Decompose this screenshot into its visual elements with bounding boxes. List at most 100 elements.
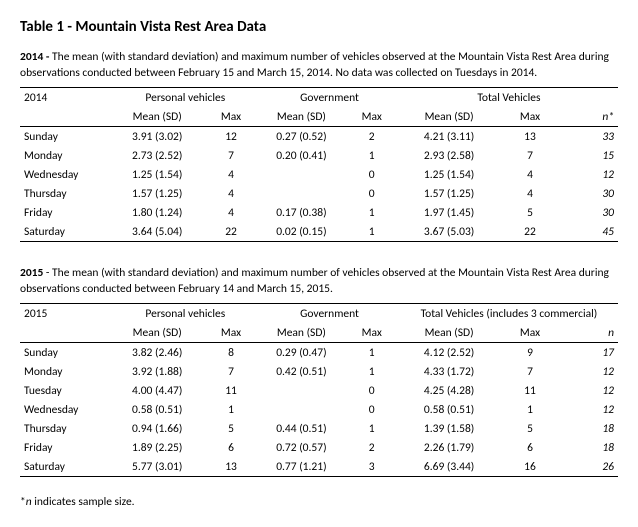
cell-tx: 9 [498, 343, 561, 363]
cell-pm: 4.00 (4.47) [111, 381, 202, 400]
cell-px: 4 [203, 184, 259, 203]
caption-2014: 2014 - The mean (with standard deviation… [20, 50, 618, 81]
cell-gx: 2 [344, 127, 400, 147]
h-mean: Mean (SD) [111, 323, 202, 343]
cell-px: 8 [203, 343, 259, 363]
cell-gx: 0 [344, 400, 400, 419]
cell-day: Sunday [20, 343, 111, 363]
cell-gm: 0.29 (0.47) [259, 343, 343, 363]
cell-n: 18 [562, 419, 618, 438]
cell-px: 4 [203, 165, 259, 184]
cell-n: 15 [562, 146, 618, 165]
table-row: Sunday3.82 (2.46)80.29 (0.47)14.12 (2.52… [20, 343, 618, 363]
h-mean: Mean (SD) [400, 107, 499, 127]
table-row: Monday2.73 (2.52)70.20 (0.41)12.93 (2.58… [20, 146, 618, 165]
group-total-2015: Total Vehicles (includes 3 commercial) [400, 304, 618, 324]
cell-px: 7 [203, 362, 259, 381]
cell-gx: 0 [344, 184, 400, 203]
cell-gx: 1 [344, 146, 400, 165]
cell-day: Tuesday [20, 381, 111, 400]
h-max: Max [344, 107, 400, 127]
cell-px: 6 [203, 438, 259, 457]
cell-gx: 1 [344, 343, 400, 363]
cell-day: Saturday [20, 457, 111, 477]
cell-n: 12 [562, 381, 618, 400]
cell-tx: 5 [498, 203, 561, 222]
cell-pm: 3.92 (1.88) [111, 362, 202, 381]
cell-gm: 0.27 (0.52) [259, 127, 343, 147]
cell-px: 5 [203, 419, 259, 438]
cell-px: 4 [203, 203, 259, 222]
cell-tx: 4 [498, 165, 561, 184]
h-max: Max [203, 107, 259, 127]
cell-gx: 3 [344, 457, 400, 477]
cell-gm: 0.72 (0.57) [259, 438, 343, 457]
cell-gm: 0.44 (0.51) [259, 419, 343, 438]
cell-pm: 3.82 (2.46) [111, 343, 202, 363]
cell-pm: 5.77 (3.01) [111, 457, 202, 477]
cell-px: 13 [203, 457, 259, 477]
cell-tm: 1.57 (1.25) [400, 184, 499, 203]
cell-day: Thursday [20, 419, 111, 438]
cell-day: Sunday [20, 127, 111, 147]
cell-pm: 1.57 (1.25) [111, 184, 202, 203]
table-row: Sunday3.91 (3.02)120.27 (0.52)24.21 (3.1… [20, 127, 618, 147]
cell-tx: 7 [498, 146, 561, 165]
h-max: Max [498, 107, 561, 127]
cell-pm: 0.58 (0.51) [111, 400, 202, 419]
cell-gx: 1 [344, 419, 400, 438]
cell-px: 12 [203, 127, 259, 147]
h-n: n [562, 323, 618, 343]
cell-tm: 4.12 (2.52) [400, 343, 499, 363]
year-2014: 2014 [20, 88, 111, 108]
h-n: n* [562, 107, 618, 127]
cell-px: 11 [203, 381, 259, 400]
cell-pm: 1.80 (1.24) [111, 203, 202, 222]
cell-day: Monday [20, 362, 111, 381]
table-row: Monday3.92 (1.88)70.42 (0.51)14.33 (1.72… [20, 362, 618, 381]
table-title: Table 1 - Mountain Vista Rest Area Data [20, 18, 618, 36]
footnote-post: indicates sample size. [32, 495, 135, 509]
cell-gm: 0.77 (1.21) [259, 457, 343, 477]
cell-tx: 6 [498, 438, 561, 457]
caption-2015-text: - The mean (with standard deviation) and… [20, 266, 609, 296]
cell-px: 1 [203, 400, 259, 419]
cell-n: 12 [562, 165, 618, 184]
cell-n: 12 [562, 362, 618, 381]
caption-2015-bold: 2015 [20, 266, 46, 280]
cell-tm: 3.67 (5.03) [400, 222, 499, 242]
cell-day: Thursday [20, 184, 111, 203]
cell-pm: 3.64 (5.04) [111, 222, 202, 242]
cell-n: 18 [562, 438, 618, 457]
group-personal-2014: Personal vehicles [111, 88, 259, 108]
caption-2014-text: The mean (with standard deviation) and m… [20, 50, 609, 80]
cell-n: 45 [562, 222, 618, 242]
cell-day: Saturday [20, 222, 111, 242]
cell-gm [259, 184, 343, 203]
table-row: Saturday5.77 (3.01)130.77 (1.21)36.69 (3… [20, 457, 618, 477]
h-max: Max [498, 323, 561, 343]
h-mean: Mean (SD) [111, 107, 202, 127]
h-max: Max [344, 323, 400, 343]
group-gov-2014: Government [259, 88, 400, 108]
cell-day: Wednesday [20, 400, 111, 419]
cell-tx: 11 [498, 381, 561, 400]
table-row: Tuesday4.00 (4.47)1104.25 (4.28)1112 [20, 381, 618, 400]
cell-n: 12 [562, 400, 618, 419]
cell-pm: 0.94 (1.66) [111, 419, 202, 438]
cell-day: Wednesday [20, 165, 111, 184]
cell-gm: 0.02 (0.15) [259, 222, 343, 242]
cell-n: 33 [562, 127, 618, 147]
cell-pm: 1.25 (1.54) [111, 165, 202, 184]
cell-tm: 6.69 (3.44) [400, 457, 499, 477]
cell-gx: 0 [344, 381, 400, 400]
cell-tm: 2.93 (2.58) [400, 146, 499, 165]
table-2015: 2015 Personal vehicles Government Total … [20, 303, 618, 477]
cell-gx: 2 [344, 438, 400, 457]
cell-gx: 0 [344, 165, 400, 184]
caption-2015: 2015 - The mean (with standard deviation… [20, 266, 618, 297]
cell-gm [259, 400, 343, 419]
table-row: Thursday1.57 (1.25)401.57 (1.25)430 [20, 184, 618, 203]
cell-tx: 4 [498, 184, 561, 203]
h-mean: Mean (SD) [259, 323, 343, 343]
